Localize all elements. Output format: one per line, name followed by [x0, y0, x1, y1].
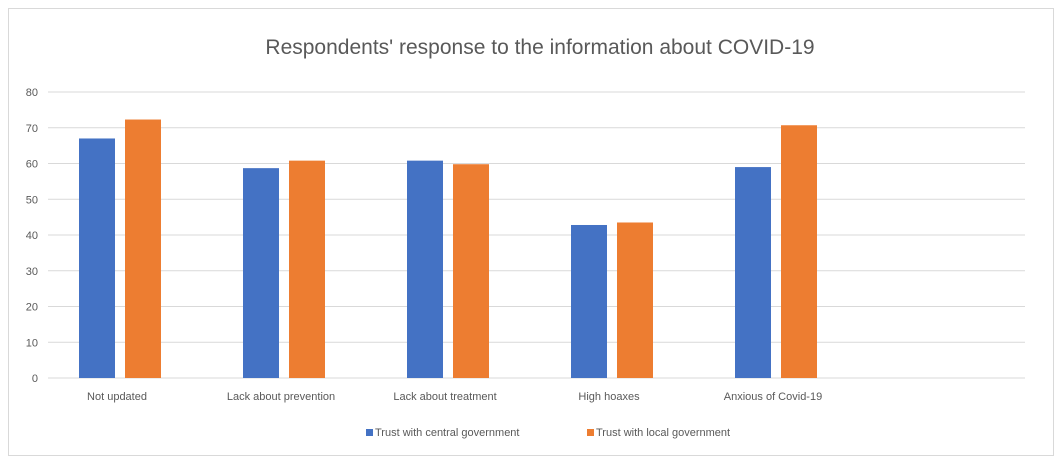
x-axis-labels: Not updated Lack about prevention Lack abo… — [87, 391, 822, 403]
y-tick-label: 50 — [26, 194, 38, 206]
y-tick-label: 60 — [26, 159, 38, 171]
bar-central-1 — [243, 168, 279, 378]
y-tick-label: 70 — [26, 123, 38, 135]
bar-central-3 — [571, 224, 607, 378]
legend-label: Trust with local government — [596, 427, 730, 439]
bars — [79, 119, 817, 378]
bar-local-1 — [289, 160, 325, 378]
legend-swatch — [366, 429, 373, 436]
bar-central-0 — [79, 138, 115, 378]
gridlines — [48, 91, 1025, 379]
y-tick-label: 30 — [26, 266, 38, 278]
y-tick-label: 10 — [26, 337, 38, 349]
legend: Trust with central government Trust with … — [366, 427, 730, 439]
y-tick-label: 40 — [26, 230, 38, 242]
bar-local-0 — [125, 119, 161, 378]
y-tick-label: 0 — [32, 373, 38, 385]
y-tick-label: 20 — [26, 302, 38, 314]
chart-frame — [8, 8, 1054, 456]
legend-label: Trust with central government — [375, 427, 519, 439]
chart-title: Respondents' response to the information… — [265, 36, 814, 59]
x-tick-label: Lack about prevention — [227, 391, 335, 403]
x-tick-label: Not updated — [87, 391, 147, 403]
x-tick-label: High hoaxes — [578, 391, 640, 403]
bar-local-4 — [781, 125, 817, 378]
bar-central-2 — [407, 160, 443, 378]
bar-local-2 — [453, 164, 489, 378]
legend-swatch — [587, 429, 594, 436]
x-tick-label: Anxious of Covid-19 — [724, 391, 822, 403]
y-tick-label: 80 — [26, 87, 38, 99]
y-axis-ticks: 0 10 20 30 40 50 60 70 80 — [26, 87, 38, 385]
bar-local-3 — [617, 222, 653, 378]
bar-central-4 — [735, 167, 771, 378]
x-tick-label: Lack about treatment — [393, 391, 496, 403]
